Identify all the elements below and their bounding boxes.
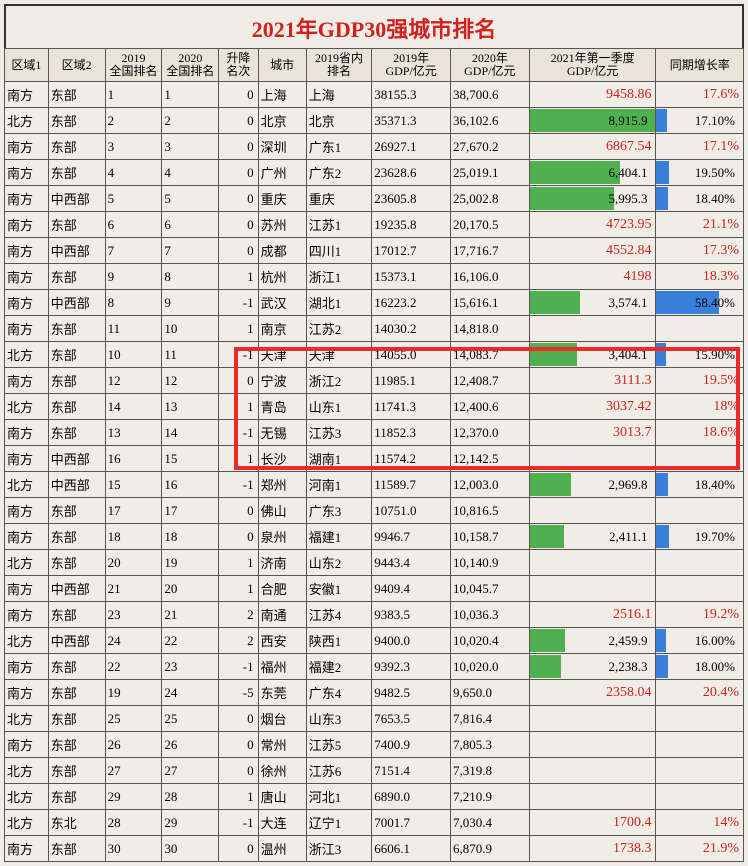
table-row: 南方东部18180泉州福建19946.710,158.72,411.119.70… <box>5 524 744 550</box>
table-row: 南方东部26260常州江苏57400.97,805.3 <box>5 732 744 758</box>
table-row: 南方东部1314-1无锡江苏311852.312,370.03013.718.6… <box>5 420 744 446</box>
table-header-row: 区域1区域22019全国排名2020全国排名升降名次城市2019省内排名2019… <box>5 49 744 82</box>
table-row: 北方东部220北京北京35371.336,102.68,915.917.10% <box>5 108 744 134</box>
col-3: 2020全国排名 <box>162 49 219 82</box>
page-title: 2021年GDP30强城市排名 <box>4 4 744 48</box>
table-row: 南方东部23212南通江苏49383.510,036.32516.119.2% <box>5 602 744 628</box>
table-row: 北方中西部24222西安陕西19400.010,020.42,459.916.0… <box>5 628 744 654</box>
table-row: 南方中西部89-1武汉湖北116223.215,616.13,574.158.4… <box>5 290 744 316</box>
col-4: 升降名次 <box>219 49 258 82</box>
col-1: 区域2 <box>48 49 105 82</box>
col-9: 2021年第一季度GDP/亿元 <box>529 49 656 82</box>
table-row: 南方东部440广州广东223628.625,019.16,404.119.50% <box>5 160 744 186</box>
table-row: 北方东部14131青岛山东111741.312,400.63037.4218% <box>5 394 744 420</box>
table-wrap: 2021年GDP30强城市排名 区域1区域22019全国排名2020全国排名升降… <box>4 4 744 862</box>
gdp-table: 区域1区域22019全国排名2020全国排名升降名次城市2019省内排名2019… <box>4 48 744 862</box>
table-row: 北方东部1011-1天津天津14055.014,083.73,404.115.9… <box>5 342 744 368</box>
table-row: 南方东部660苏州江苏119235.820,170.54723.9521.1% <box>5 212 744 238</box>
col-8: 2020年GDP/亿元 <box>450 49 529 82</box>
table-row: 北方东部25250烟台山东37653.57,816.4 <box>5 706 744 732</box>
table-row: 南方东部330深圳广东126927.127,670.26867.5417.1% <box>5 134 744 160</box>
table-row: 南方东部11101南京江苏214030.214,818.0 <box>5 316 744 342</box>
col-7: 2019年GDP/亿元 <box>372 49 451 82</box>
table-row: 南方东部981杭州浙江115373.116,106.0419818.3% <box>5 264 744 290</box>
table-row: 南方东部110上海上海38155.338,700.69458.8617.6% <box>5 82 744 108</box>
col-5: 城市 <box>258 49 306 82</box>
table-row: 北方东北2829-1大连辽宁17001.77,030.41700.414% <box>5 810 744 836</box>
table-row: 南方东部17170佛山广东310751.010,816.5 <box>5 498 744 524</box>
table-row: 南方中西部770成都四川117012.717,716.74552.8417.3% <box>5 238 744 264</box>
table-row: 北方东部20191济南山东29443.410,140.9 <box>5 550 744 576</box>
table-row: 北方中西部1516-1郑州河南111589.712,003.02,969.818… <box>5 472 744 498</box>
table-row: 南方东部2223-1福州福建29392.310,020.02,238.318.0… <box>5 654 744 680</box>
col-6: 2019省内排名 <box>306 49 372 82</box>
table-row: 南方中西部21201合肥安徽19409.410,045.7 <box>5 576 744 602</box>
table-row: 南方东部1924-5东莞广东49482.59,650.02358.0420.4% <box>5 680 744 706</box>
table-row: 南方中西部550重庆重庆23605.825,002.85,995.318.40% <box>5 186 744 212</box>
col-2: 2019全国排名 <box>105 49 162 82</box>
col-0: 区域1 <box>5 49 49 82</box>
table-row: 南方东部12120宁波浙江211985.112,408.73111.319.5% <box>5 368 744 394</box>
table-row: 南方东部30300温州浙江36606.16,870.91738.321.9% <box>5 836 744 862</box>
table-row: 南方中西部16151长沙湖南111574.212,142.5 <box>5 446 744 472</box>
col-10: 同期增长率 <box>656 49 744 82</box>
table-row: 北方东部27270徐州江苏67151.47,319.8 <box>5 758 744 784</box>
